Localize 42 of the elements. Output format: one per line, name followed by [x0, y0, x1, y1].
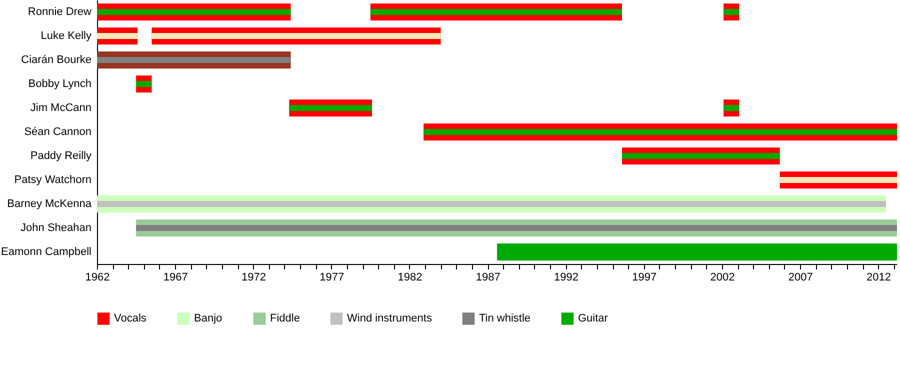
x-tick-label: 2002 [710, 272, 735, 284]
y-tick-label: Bobby Lynch [28, 78, 92, 90]
y-tick-label: Paddy Reilly [30, 150, 92, 162]
legend-label: Tin whistle [479, 312, 531, 325]
y-tick-label: Ciarán Bourke [21, 54, 92, 66]
y-tick-label: Jim McCann [30, 102, 92, 114]
bar [724, 105, 740, 111]
x-tick-label: 1972 [242, 272, 266, 284]
y-tick-label: Ronnie Drew [28, 6, 92, 18]
bar [289, 105, 372, 111]
y-tick-label: John Sheahan [20, 222, 92, 234]
bar [136, 225, 897, 231]
x-tick-label: 1977 [320, 272, 344, 284]
y-tick-label: Patsy Watchorn [14, 174, 92, 186]
x-tick-label: 1997 [632, 272, 657, 284]
legend-label: Banjo [194, 312, 222, 325]
x-tick-label: 1987 [476, 272, 500, 284]
x-tick-label: 1982 [398, 272, 422, 284]
y-tick-label: Luke Kelly [40, 30, 92, 42]
y-tick-label: Eamonn Campbell [1, 246, 92, 258]
bar [97, 57, 291, 63]
bar [97, 201, 886, 207]
bar [424, 129, 897, 135]
legend-label: Wind instruments [347, 312, 432, 325]
x-tick-label: 1967 [163, 272, 188, 284]
legend-label: Fiddle [270, 312, 300, 325]
y-tick-label: Barney McKenna [7, 198, 92, 210]
x-tick-label: 1962 [85, 272, 110, 284]
x-tick-label: 2012 [866, 272, 891, 284]
bar [780, 177, 897, 183]
y-tick-label: Séan Cannon [24, 126, 92, 138]
legend-label: Vocals [114, 312, 147, 325]
legend-label: Guitar [578, 312, 608, 325]
x-tick-label: 2007 [788, 272, 813, 284]
bar [724, 9, 740, 15]
bar [152, 33, 441, 39]
x-tick-label: 1992 [554, 272, 578, 284]
bar [136, 81, 152, 87]
bar [97, 33, 138, 39]
bar [97, 9, 291, 15]
bar [622, 153, 780, 159]
bar [370, 9, 622, 15]
